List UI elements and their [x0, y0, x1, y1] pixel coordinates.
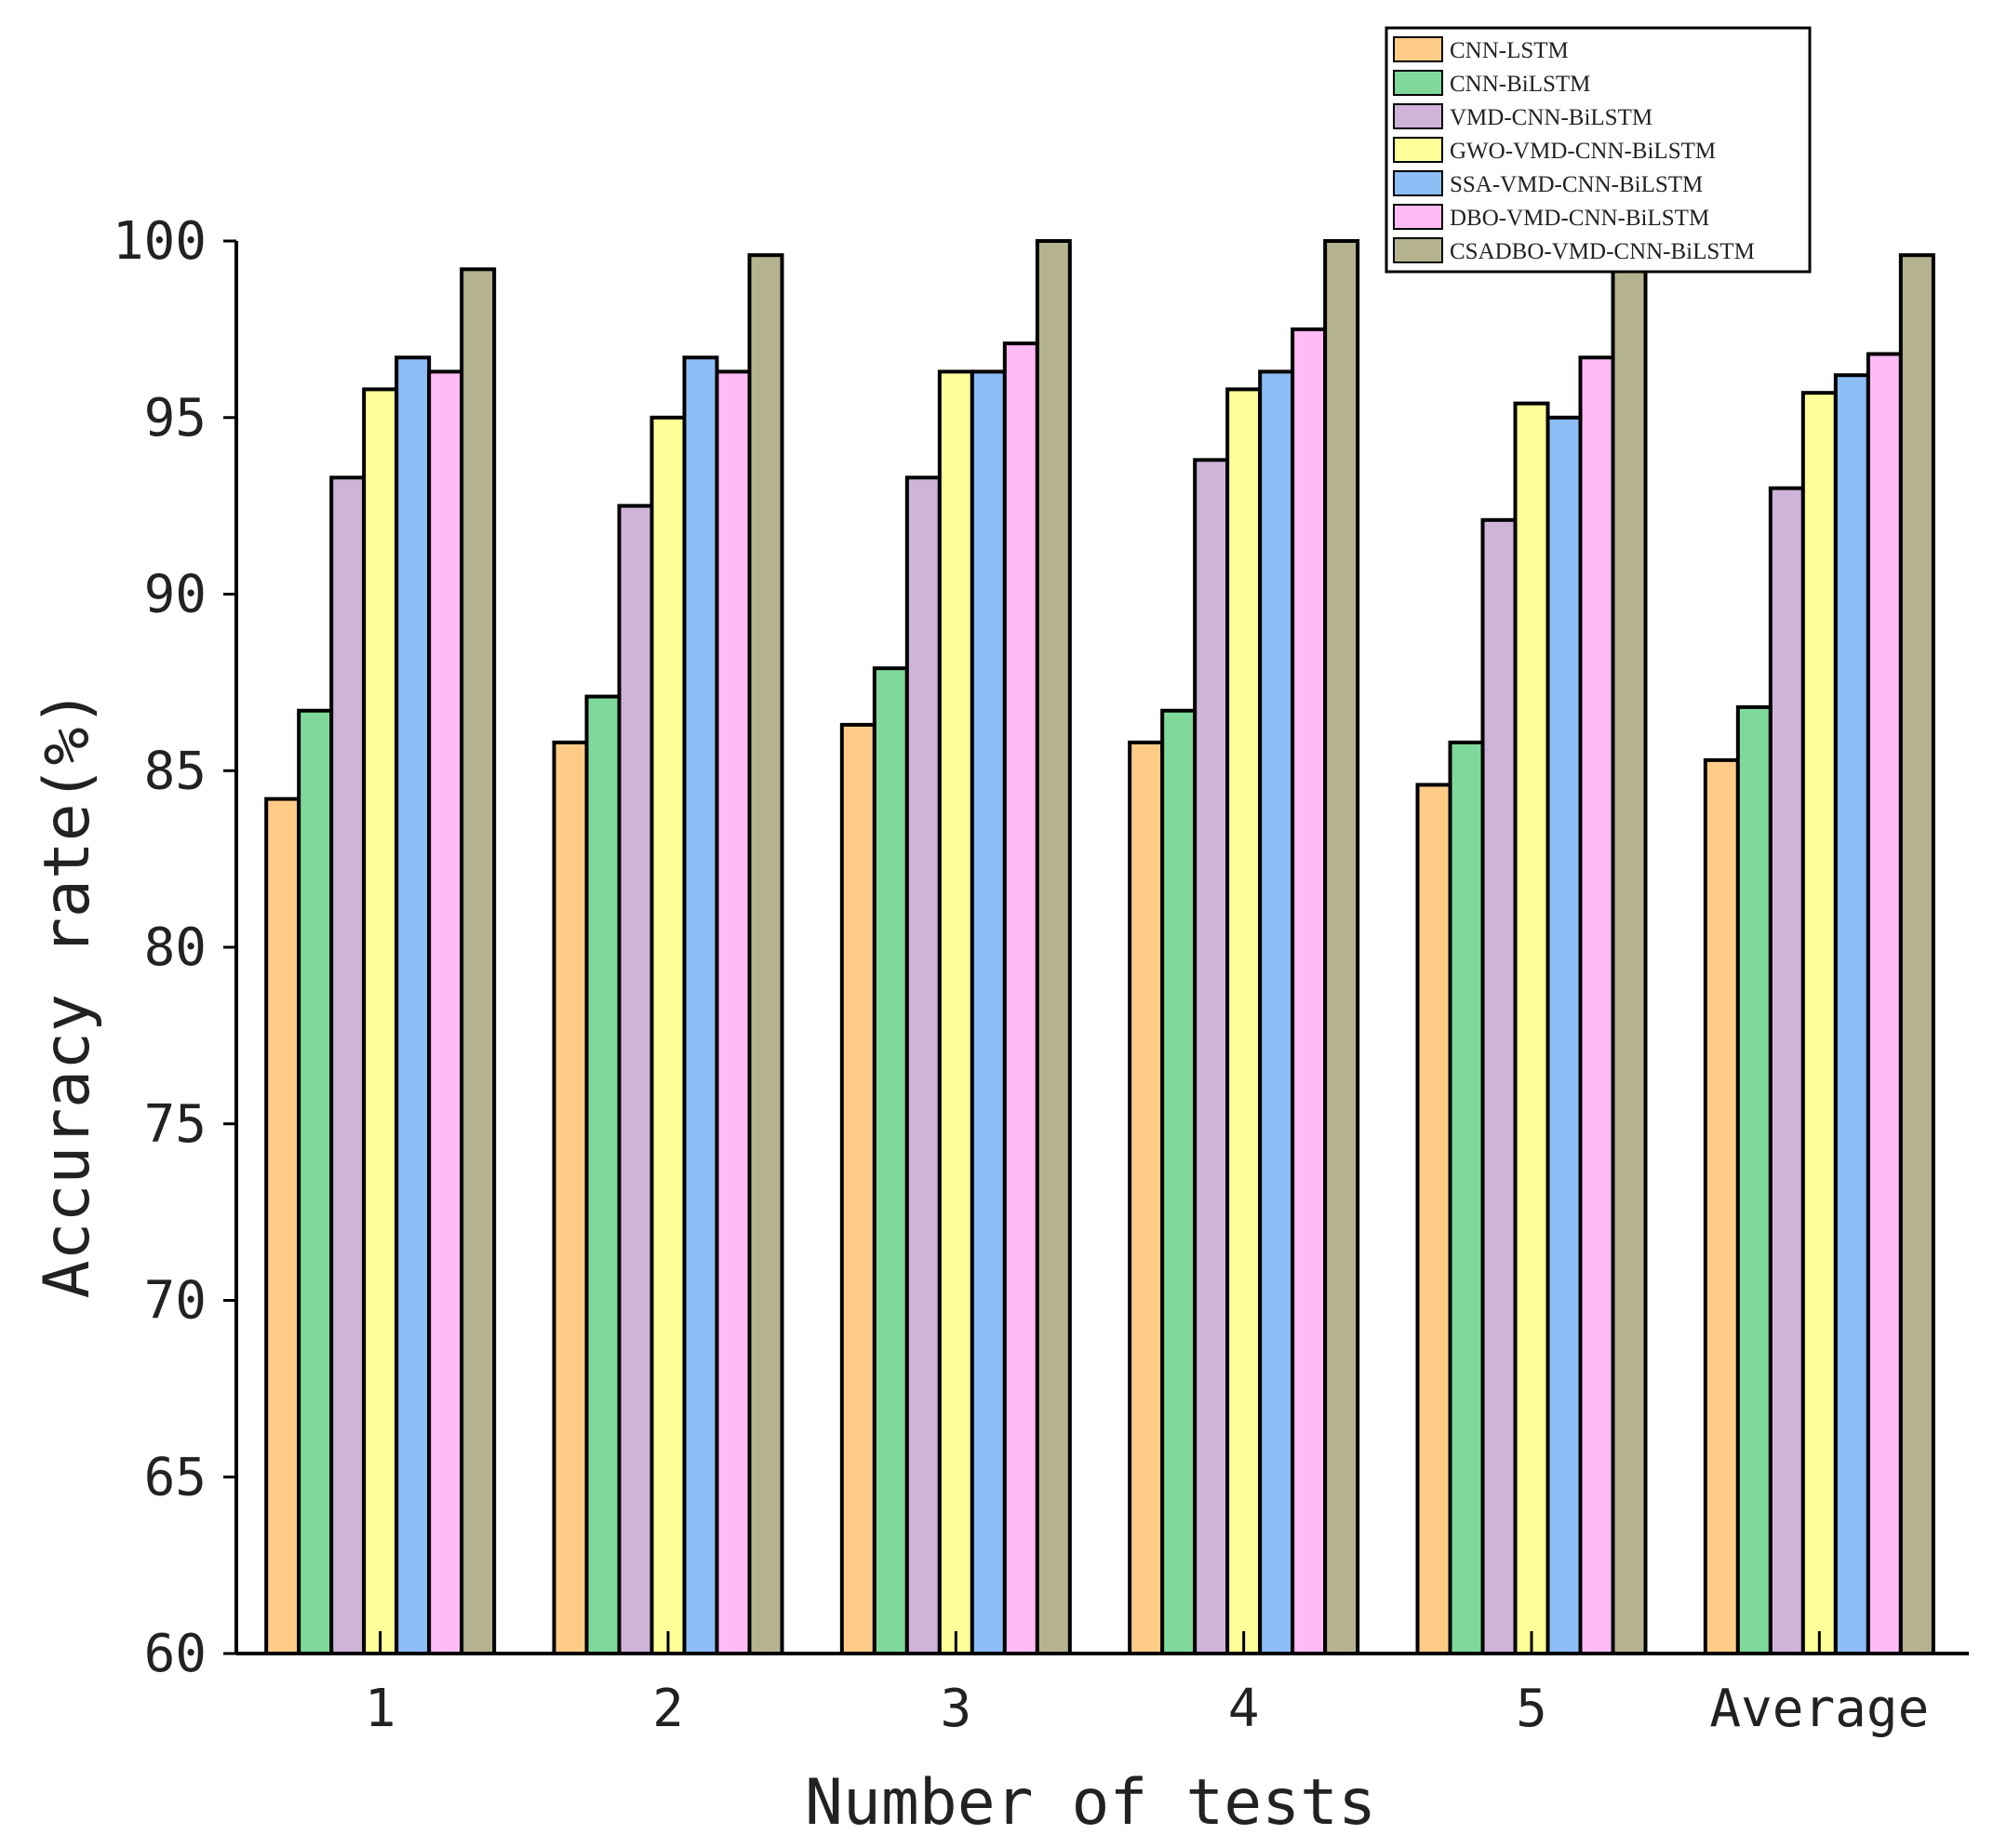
bar-csadbo-vmd-cnn-bilstm-2 [1035, 239, 1072, 1655]
bar-gwo-vmd-cnn-bilstm-0 [362, 387, 399, 1655]
y-tick-label: 90 [144, 565, 207, 625]
x-tick-label: 3 [940, 1679, 971, 1739]
y-tick-label: 65 [144, 1447, 207, 1507]
x-tick-label: 1 [365, 1679, 396, 1739]
bar-ssa-vmd-cnn-bilstm-4 [1545, 415, 1583, 1655]
bar-vmd-cnn-bilstm-0 [329, 475, 367, 1655]
bar-group-2 [839, 239, 1072, 1656]
legend-label: GWO-VMD-CNN-BiLSTM [1450, 139, 1716, 164]
bar-vmd-cnn-bilstm-4 [1480, 517, 1518, 1655]
legend: CNN-LSTM CNN-BiLSTM VMD-CNN-BiLSTM GWO-VMD-… [1385, 26, 1812, 274]
legend-swatch [1393, 237, 1443, 263]
y-tick-label: 75 [144, 1094, 207, 1155]
bar-cnn-lstm-1 [552, 740, 589, 1655]
y-axis-title: Accuracy rate(%) [31, 689, 104, 1298]
bar-group-0 [264, 267, 497, 1655]
bar-cnn-lstm-3 [1128, 740, 1165, 1655]
bar-ssa-vmd-cnn-bilstm-1 [682, 355, 719, 1655]
bars-layer [264, 239, 1935, 1656]
y-tick-label: 70 [144, 1271, 207, 1332]
y-tick-label: 100 [113, 211, 207, 272]
bar-vmd-cnn-bilstm-3 [1193, 458, 1230, 1655]
x-tick-label: Average [1709, 1679, 1929, 1739]
y-tick-label: 60 [144, 1624, 207, 1684]
bar-gwo-vmd-cnn-bilstm-3 [1225, 387, 1263, 1655]
bar-vmd-cnn-bilstm-1 [617, 503, 654, 1655]
legend-label: CNN-LSTM [1450, 38, 1569, 63]
bar-csadbo-vmd-cnn-bilstm-0 [460, 267, 497, 1655]
bar-gwo-vmd-cnn-bilstm-2 [937, 369, 974, 1655]
bar-ssa-vmd-cnn-bilstm-2 [970, 369, 1007, 1655]
legend-label: CNN-BiLSTM [1450, 72, 1590, 97]
bar-cnn-bilstm-5 [1735, 704, 1773, 1655]
bar-csadbo-vmd-cnn-bilstm-3 [1323, 239, 1360, 1655]
y-tick-label: 85 [144, 741, 207, 801]
bar-dbo-vmd-cnn-bilstm-1 [715, 369, 752, 1655]
bar-group-1 [552, 253, 784, 1655]
x-tick-label: 5 [1516, 1679, 1547, 1739]
bar-ssa-vmd-cnn-bilstm-3 [1258, 369, 1295, 1655]
bar-csadbo-vmd-cnn-bilstm-5 [1898, 253, 1935, 1655]
bar-group-3 [1128, 239, 1360, 1655]
bar-vmd-cnn-bilstm-2 [904, 475, 942, 1655]
bar-cnn-lstm-5 [1703, 757, 1740, 1655]
bar-gwo-vmd-cnn-bilstm-1 [649, 415, 687, 1655]
bar-gwo-vmd-cnn-bilstm-5 [1800, 391, 1838, 1655]
legend-swatch [1393, 170, 1443, 196]
y-ticks: 60 65 70 75 80 85 90 95 100 [113, 211, 236, 1684]
x-tick-label: 2 [652, 1679, 684, 1739]
legend-swatch [1393, 204, 1443, 230]
bar-cnn-lstm-0 [264, 797, 301, 1655]
bar-vmd-cnn-bilstm-5 [1768, 486, 1805, 1655]
x-axis-title: Number of tests [805, 1766, 1376, 1840]
legend-swatch [1393, 103, 1443, 129]
bar-cnn-bilstm-4 [1448, 740, 1485, 1655]
y-tick-label: 80 [144, 917, 207, 978]
bar-dbo-vmd-cnn-bilstm-4 [1578, 355, 1615, 1655]
bar-csadbo-vmd-cnn-bilstm-1 [747, 253, 784, 1655]
bar-cnn-bilstm-0 [297, 708, 334, 1655]
x-tick-label: 4 [1228, 1679, 1260, 1739]
bar-ssa-vmd-cnn-bilstm-5 [1833, 373, 1870, 1656]
legend-label: SSA-VMD-CNN-BiLSTM [1450, 172, 1703, 197]
bar-dbo-vmd-cnn-bilstm-3 [1291, 327, 1328, 1655]
bar-cnn-lstm-2 [839, 722, 876, 1655]
legend-swatch [1393, 70, 1443, 96]
bar-gwo-vmd-cnn-bilstm-4 [1513, 401, 1550, 1656]
bar-csadbo-vmd-cnn-bilstm-4 [1611, 267, 1648, 1655]
bar-cnn-bilstm-1 [584, 694, 622, 1655]
x-ticks: 1 2 3 4 5 Average [365, 1631, 1929, 1739]
bar-group-5 [1703, 253, 1935, 1656]
bar-cnn-lstm-4 [1415, 783, 1452, 1655]
legend-swatch [1393, 36, 1443, 62]
y-tick-label: 95 [144, 388, 207, 449]
bar-group-4 [1415, 267, 1648, 1656]
legend-box [1385, 26, 1812, 274]
legend-label: CSADBO-VMD-CNN-BiLSTM [1450, 239, 1755, 264]
bar-dbo-vmd-cnn-bilstm-5 [1866, 352, 1903, 1656]
bar-dbo-vmd-cnn-bilstm-0 [427, 369, 464, 1655]
bar-ssa-vmd-cnn-bilstm-0 [395, 355, 432, 1655]
legend-label: VMD-CNN-BiLSTM [1450, 105, 1652, 130]
bar-dbo-vmd-cnn-bilstm-2 [1002, 341, 1039, 1655]
bar-cnn-bilstm-3 [1160, 708, 1198, 1655]
bar-cnn-bilstm-2 [872, 666, 909, 1656]
legend-label: DBO-VMD-CNN-BiLSTM [1450, 206, 1709, 231]
legend-swatch [1393, 137, 1443, 163]
